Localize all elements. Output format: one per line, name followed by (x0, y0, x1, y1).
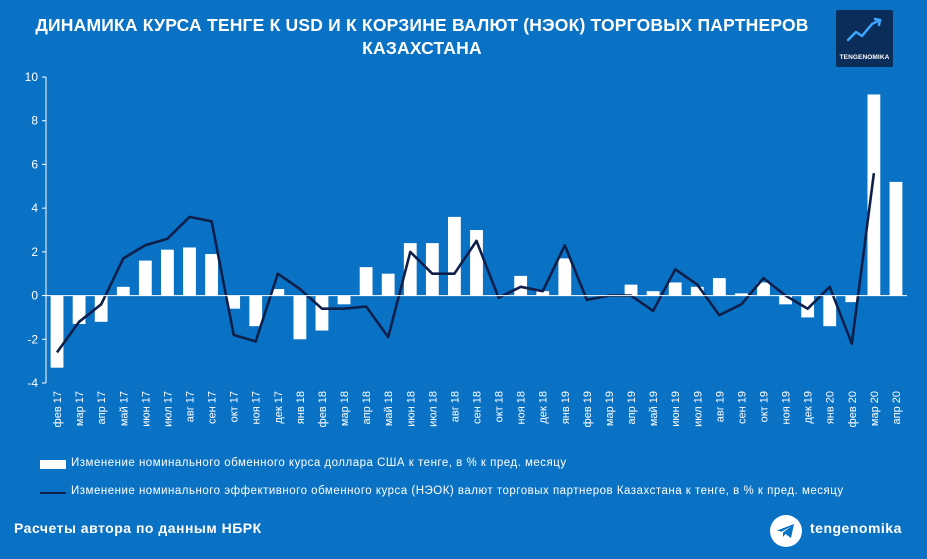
bar-апр-20 (889, 181, 903, 296)
x-tick-label: ноя 19 (781, 391, 793, 424)
x-tick-label: апр 18 (361, 391, 373, 424)
trend-chart-icon (846, 17, 882, 42)
bar-янв-18 (293, 295, 307, 340)
bar-июл-19 (690, 286, 704, 296)
bar-янв-20 (823, 295, 837, 327)
bar-сен-17 (205, 254, 218, 296)
logo-text: TENGENOMIKA (839, 54, 890, 61)
bar-авг-19 (712, 278, 726, 296)
bar-окт-17 (227, 295, 241, 309)
source-note: Расчеты автора по данным НБРК (14, 520, 262, 536)
x-tick-label: ноя 17 (251, 391, 263, 424)
x-tick-label: июн 18 (405, 391, 417, 427)
x-tick-label: июн 17 (140, 391, 152, 427)
y-tick-label: 4 (31, 201, 38, 215)
x-tick-label: июн 19 (670, 391, 682, 427)
line-series (55, 173, 876, 354)
bar-июл-18 (425, 243, 439, 296)
bar-июн-17 (138, 260, 152, 296)
telegram-icon[interactable] (770, 515, 802, 547)
x-tick-label: май 17 (118, 391, 130, 426)
legend-swatch-line (40, 492, 66, 494)
x-tick-label: апр 20 (891, 391, 903, 424)
y-tick-label: -2 (27, 332, 38, 346)
bar-май-17 (116, 286, 130, 296)
bar-июл-17 (161, 249, 174, 296)
bar-ноя-17 (249, 295, 263, 327)
x-tick-label: мар 18 (339, 391, 351, 426)
bar-май-19 (646, 291, 660, 296)
bar-апр-17 (94, 295, 108, 322)
bar-апр-18 (359, 267, 373, 296)
bar-мар-17 (72, 295, 86, 324)
x-tick-label: мар 19 (604, 391, 616, 426)
y-axis: 10 8 6 4 2 0 -2 -4 (25, 70, 47, 390)
bar-дек-19 (801, 295, 815, 318)
x-tick-label: дек 18 (538, 391, 550, 424)
neer-line (55, 173, 876, 354)
x-tick-label: май 18 (383, 391, 395, 426)
x-tick-label: окт 17 (229, 391, 241, 422)
x-tick-label: окт 18 (494, 391, 506, 422)
x-tick-label: мар 17 (74, 391, 86, 426)
chart-title: ДИНАМИКА КУРСА ТЕНГЕ К USD И К КОРЗИНЕ В… (35, 15, 809, 58)
bar-мар-18 (337, 295, 351, 305)
x-tick-label: янв 19 (560, 391, 572, 424)
x-tick-label: июл 17 (162, 391, 174, 427)
x-tick-label: фев 18 (317, 391, 329, 427)
legend-swatch-bar (40, 460, 66, 469)
bar-апр-19 (624, 284, 638, 296)
bar-авг-18 (448, 216, 461, 296)
x-tick-label: июл 19 (692, 391, 704, 427)
x-tick-label: сен 17 (207, 391, 219, 424)
x-tick-label: сен 18 (472, 391, 484, 424)
y-tick-label: 10 (25, 70, 39, 84)
bar-сен-19 (735, 293, 748, 296)
x-tick-label: окт 19 (759, 391, 771, 422)
x-axis: фев 17 мар 17 апр 17 май 17 июн 17 июл 17 авг … (46, 295, 907, 427)
bar-май-18 (381, 273, 395, 296)
legend-label-line: Изменение номинального эффективного обме… (71, 485, 844, 497)
x-tick-label: фев 20 (847, 391, 859, 427)
x-tick-label: авг 19 (714, 391, 726, 422)
bar-мар-20 (867, 94, 881, 296)
x-tick-label: дек 19 (803, 391, 815, 424)
bar-фев-17 (50, 295, 64, 368)
bar-окт-19 (757, 282, 770, 296)
y-tick-label: 0 (31, 289, 38, 303)
x-tick-label: апр 17 (96, 391, 108, 424)
x-tick-label: ноя 18 (516, 391, 528, 424)
bar-ноя-19 (779, 295, 792, 305)
tengenomika-logo: TENGENOMIKA (836, 10, 893, 67)
y-tick-label: 6 (31, 157, 38, 171)
x-tick-label: дек 17 (273, 391, 285, 424)
x-tick-label: мар 20 (869, 391, 881, 426)
legend-label-bar: Изменение номинального обменного курса д… (71, 457, 567, 469)
bar-июн-19 (668, 282, 682, 296)
x-tick-label: янв 20 (825, 391, 837, 424)
bar-series (50, 94, 903, 368)
x-tick-label: авг 17 (185, 391, 197, 422)
bar-дек-17 (271, 289, 285, 296)
x-tick-label: сен 19 (736, 391, 748, 424)
x-tick-label: апр 19 (626, 391, 638, 424)
y-tick-label: 8 (31, 114, 38, 128)
x-tick-label: янв 18 (295, 391, 307, 424)
y-tick-label: -4 (27, 376, 38, 390)
x-tick-label: май 19 (648, 391, 660, 426)
bar-фев-18 (315, 295, 329, 331)
telegram-handle[interactable]: tengenomika (810, 520, 902, 536)
y-tick-label: 2 (31, 245, 38, 259)
x-tick-label: фев 19 (582, 391, 594, 427)
bar-фев-20 (845, 295, 859, 303)
x-tick-label: июл 18 (427, 391, 439, 427)
bar-янв-19 (558, 258, 572, 296)
x-tick-label: фев 17 (52, 391, 64, 427)
bar-авг-17 (183, 247, 196, 296)
bar-дек-18 (536, 291, 550, 296)
x-tick-label: авг 18 (449, 391, 461, 422)
